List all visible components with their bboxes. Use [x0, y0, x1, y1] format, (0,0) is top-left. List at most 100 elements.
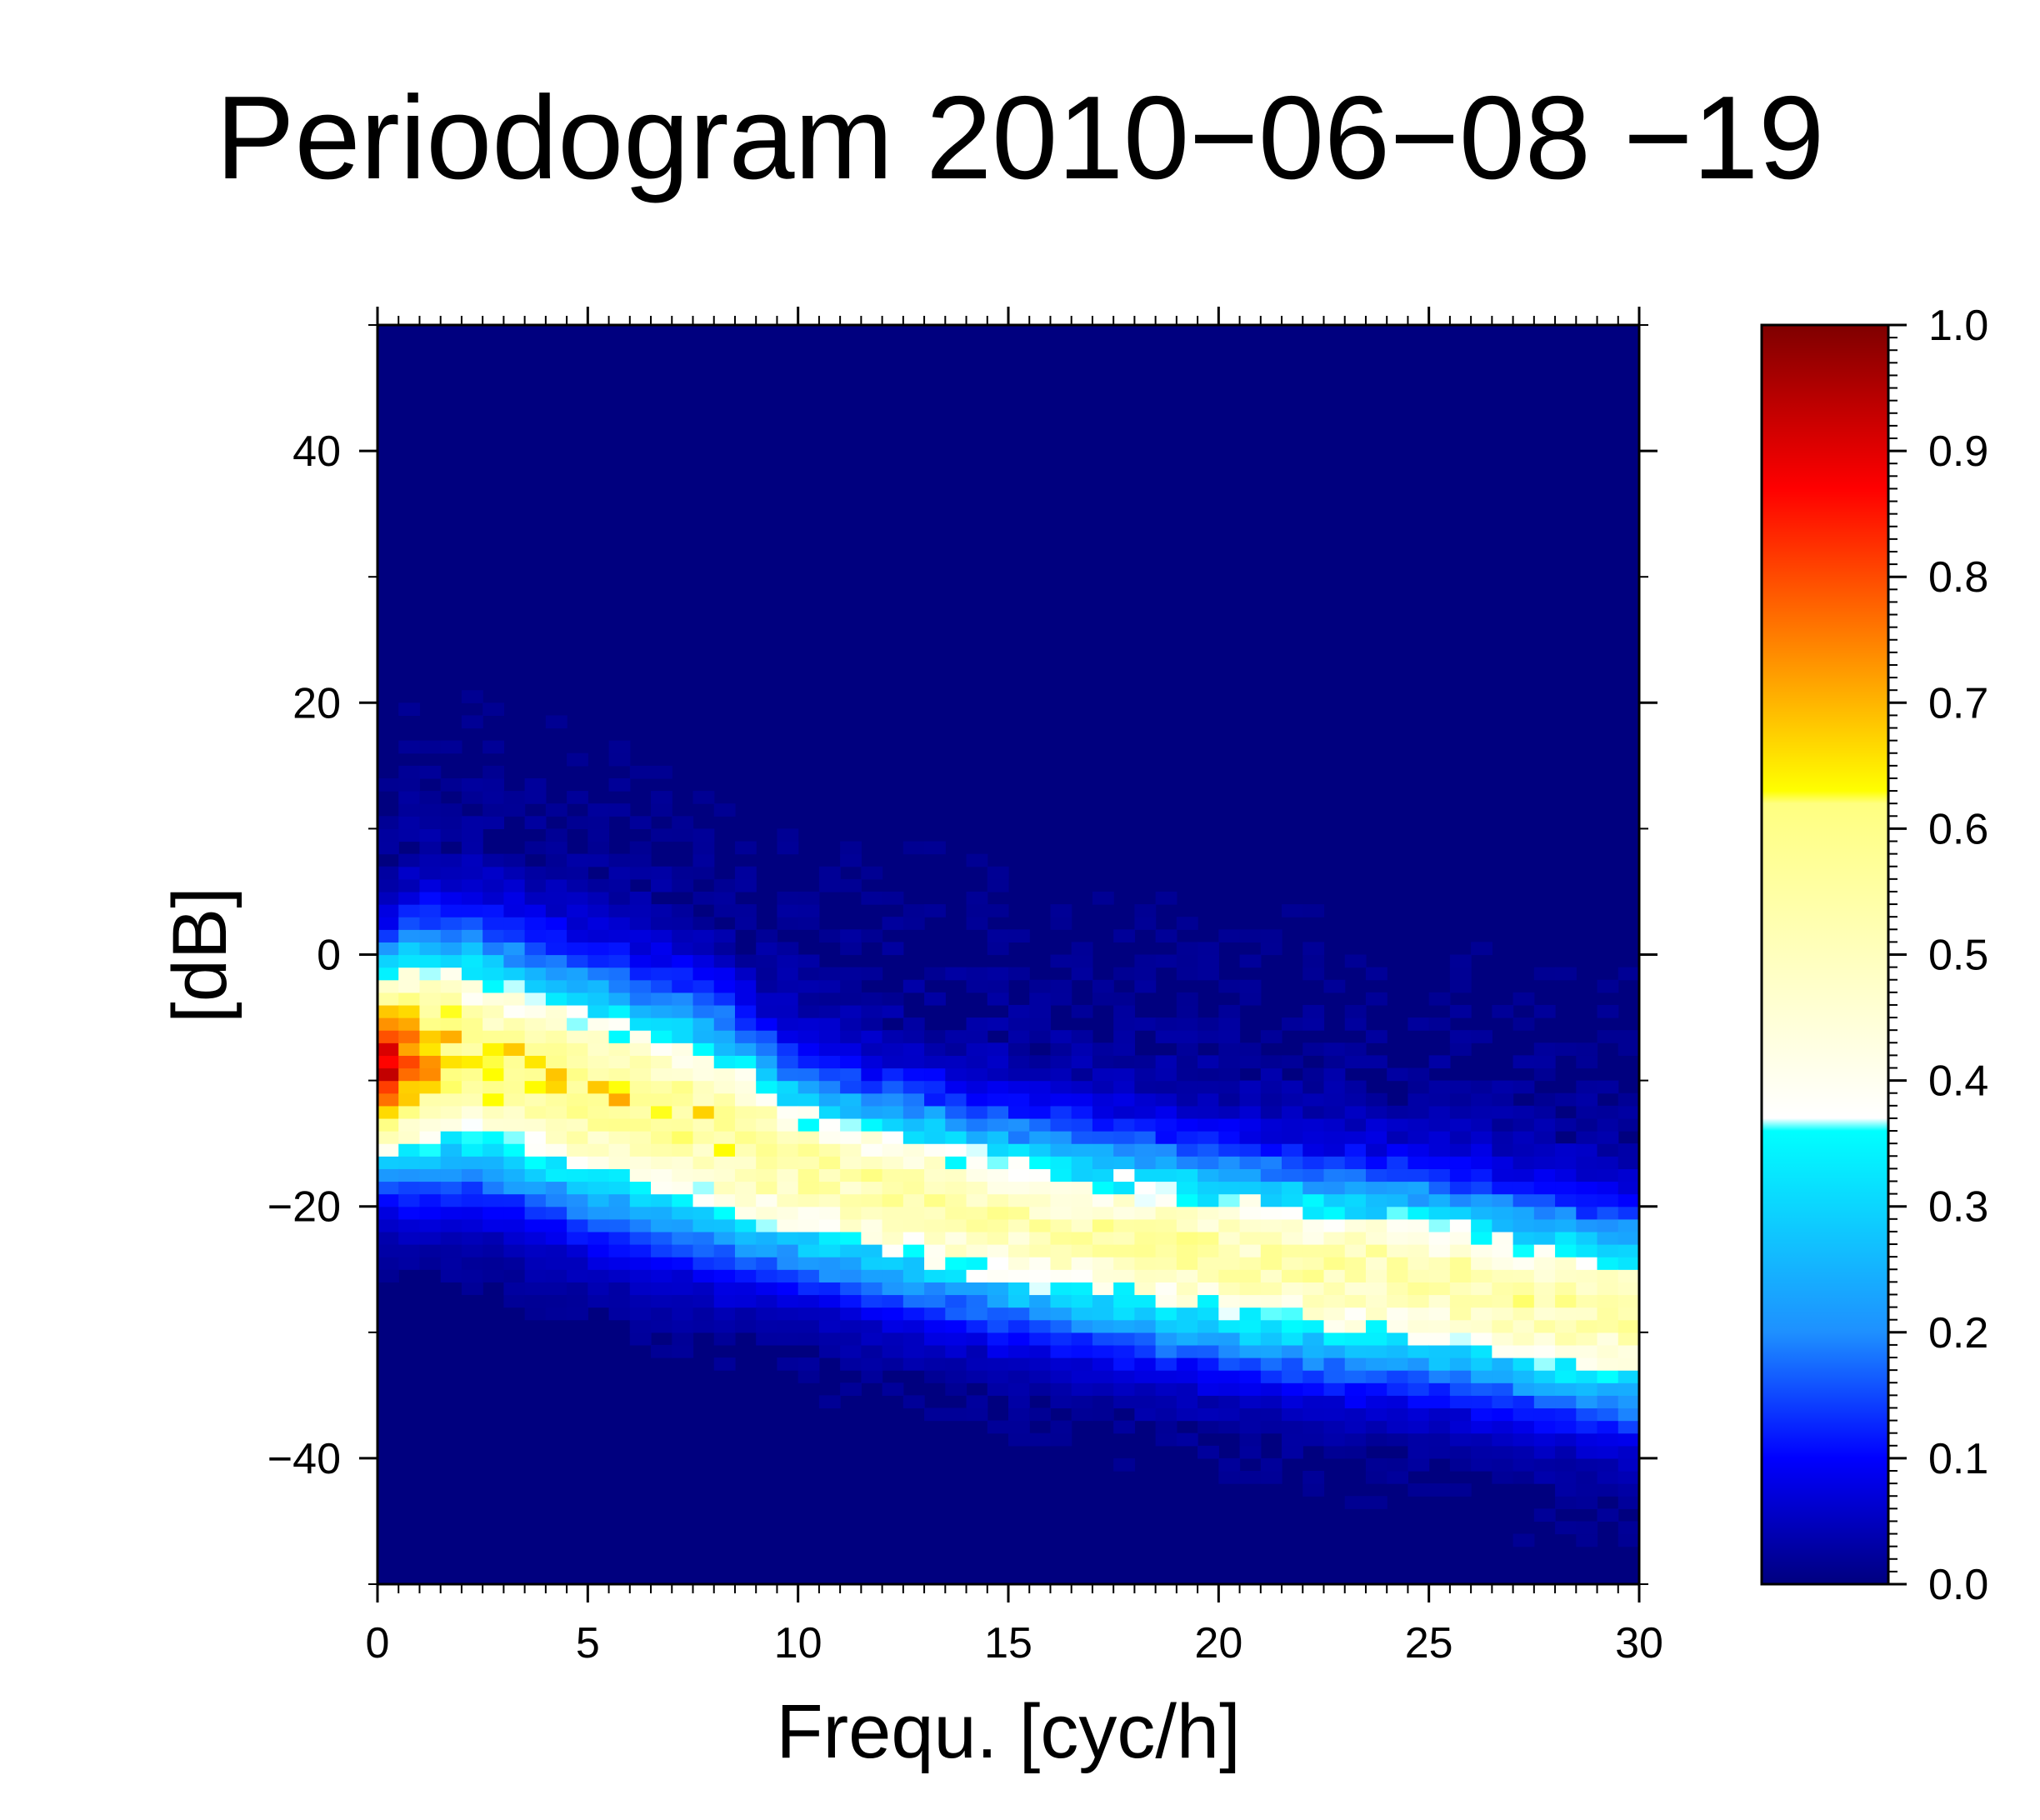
heatmap-cell — [861, 1118, 883, 1132]
heatmap-cell — [756, 1131, 778, 1144]
heatmap-cell — [1618, 1030, 1640, 1043]
heatmap-cell — [1282, 1231, 1303, 1245]
heatmap-cell — [1576, 1471, 1598, 1484]
heatmap-cell — [840, 1168, 862, 1182]
heatmap-cell — [692, 1193, 715, 1208]
heatmap-cell — [1576, 1496, 1598, 1509]
heatmap-cell — [713, 1042, 736, 1056]
heatmap-cell — [545, 954, 568, 968]
heatmap-cell — [1597, 1483, 1619, 1497]
heatmap-cell — [1471, 1269, 1492, 1282]
heatmap-cell — [1029, 1105, 1052, 1119]
heatmap-cell — [882, 1143, 904, 1157]
heatmap-cell — [1492, 1294, 1514, 1308]
heatmap-cell — [1618, 1118, 1640, 1132]
heatmap-cell — [1029, 1244, 1052, 1258]
heatmap-cell — [945, 1294, 968, 1308]
heatmap-cell — [861, 1018, 883, 1031]
heatmap-cell — [1008, 1244, 1030, 1258]
heatmap-cell — [440, 992, 462, 1006]
heatmap-cell — [840, 1181, 862, 1195]
heatmap-cell — [1618, 1471, 1640, 1484]
heatmap-cell — [440, 828, 462, 842]
heatmap-cell — [1155, 954, 1178, 968]
heatmap-cell — [756, 1080, 778, 1094]
heatmap-cell — [608, 917, 631, 930]
heatmap-cell — [1260, 1181, 1282, 1195]
heatmap-cell — [461, 929, 483, 942]
heatmap-cell — [1471, 1030, 1492, 1043]
heatmap-cell — [419, 1156, 442, 1169]
heatmap-cell — [1533, 1042, 1556, 1056]
heatmap-cell — [419, 1168, 442, 1182]
heatmap-cell — [861, 1282, 883, 1296]
heatmap-cell — [924, 1358, 946, 1371]
heatmap-cell — [734, 1092, 757, 1107]
heatmap-cell — [777, 1218, 799, 1232]
heatmap-cell — [524, 1156, 547, 1169]
heatmap-cell — [1071, 1118, 1093, 1132]
heatmap-cell — [777, 917, 799, 930]
heatmap-cell — [1260, 1055, 1282, 1069]
y-tick-label: −40 — [268, 1435, 341, 1483]
heatmap-cell — [1218, 1408, 1241, 1422]
heatmap-cell — [1597, 1420, 1619, 1434]
heatmap-cell — [461, 1143, 483, 1157]
heatmap-cell — [1576, 1131, 1598, 1144]
heatmap-cell — [1365, 1269, 1388, 1282]
heatmap-cell — [1198, 1092, 1219, 1107]
heatmap-cell — [818, 1282, 841, 1296]
heatmap-cell — [1555, 1206, 1577, 1220]
heatmap-cell — [1387, 1358, 1409, 1371]
heatmap-cell — [545, 1092, 568, 1107]
heatmap-cell — [378, 1269, 399, 1282]
heatmap-cell — [924, 1080, 946, 1094]
heatmap-cell — [1428, 1118, 1451, 1132]
heatmap-cell — [840, 1319, 862, 1333]
heatmap-cell — [1008, 1358, 1030, 1371]
heatmap-cell — [588, 967, 610, 981]
heatmap-cell — [398, 1181, 421, 1195]
heatmap-cell — [1618, 1307, 1640, 1321]
heatmap-cell — [1344, 1319, 1367, 1333]
heatmap-cell — [1071, 967, 1093, 981]
heatmap-cell — [461, 878, 483, 892]
heatmap-cell — [1618, 1370, 1640, 1383]
heatmap-cell — [882, 1105, 904, 1119]
heatmap-cell — [840, 1307, 862, 1321]
heatmap-cell — [1176, 1294, 1198, 1308]
heatmap-cell — [861, 1332, 883, 1346]
heatmap-cell — [1365, 1244, 1388, 1258]
heatmap-cell — [1449, 1458, 1472, 1472]
heatmap-cell — [567, 1030, 588, 1043]
y-tick-label: 20 — [292, 679, 341, 728]
heatmap-cell — [692, 1042, 715, 1056]
heatmap-cell — [902, 1105, 925, 1119]
heatmap-cell — [1449, 1307, 1472, 1321]
heatmap-cell — [1344, 1206, 1367, 1220]
heatmap-cell — [1282, 1445, 1303, 1459]
y-tick-label: −20 — [268, 1183, 341, 1232]
heatmap-cell — [1555, 1193, 1577, 1208]
heatmap-cell — [1176, 1257, 1198, 1270]
heatmap-cell — [629, 979, 652, 993]
heatmap-cell — [1260, 1131, 1282, 1144]
heatmap-cell — [1113, 1231, 1135, 1245]
heatmap-cell — [734, 1269, 757, 1282]
heatmap-cell — [1597, 1370, 1619, 1383]
heatmap-cell — [882, 1307, 904, 1321]
heatmap-cell — [818, 1030, 841, 1043]
heatmap-cell — [1239, 992, 1262, 1006]
heatmap-cell — [1050, 1030, 1072, 1043]
heatmap-cell — [1092, 1105, 1114, 1119]
heatmap-cell — [503, 1131, 526, 1144]
heatmap-cell — [861, 967, 883, 981]
heatmap-cell — [588, 891, 610, 905]
heatmap-cell — [756, 1231, 778, 1245]
heatmap-cell — [777, 1118, 799, 1132]
heatmap-cell — [1365, 1471, 1388, 1484]
heatmap-cell — [1365, 1294, 1388, 1308]
heatmap-cell — [1134, 1143, 1157, 1157]
heatmap-cell — [419, 917, 442, 930]
heatmap-cell — [1512, 1533, 1535, 1548]
